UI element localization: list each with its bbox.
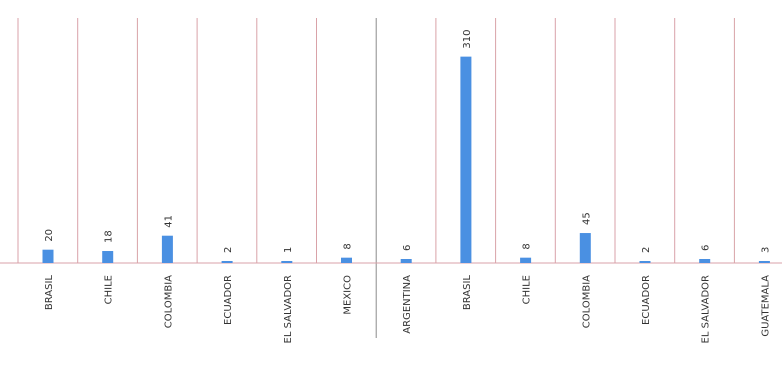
bar: [639, 261, 651, 263]
bar: [221, 261, 233, 263]
category-label: ECUADOR: [223, 275, 234, 325]
data-label: 1: [283, 247, 294, 253]
bar: [520, 257, 532, 263]
data-label: 8: [522, 243, 533, 249]
bar: [460, 56, 472, 263]
bar: [341, 257, 352, 263]
data-label: 8: [343, 243, 354, 249]
data-label: 3: [760, 247, 771, 253]
category-label: GUATEMALA: [760, 275, 771, 337]
category-label: MEXICO: [343, 275, 354, 315]
bar: [400, 259, 412, 263]
data-label: 2: [641, 247, 652, 253]
data-label: 18: [104, 230, 115, 243]
data-label: 20: [44, 229, 55, 242]
data-label: 310: [462, 30, 473, 49]
data-label: 6: [701, 245, 712, 251]
bar: [161, 235, 173, 263]
bar: [281, 261, 293, 263]
category-label: CHILE: [522, 275, 533, 304]
category-label: COLOMBIA: [581, 275, 592, 328]
bar: [102, 251, 114, 263]
data-label: 6: [402, 245, 413, 251]
category-label: BRASIL: [44, 275, 55, 311]
category-label: CHILE: [104, 275, 115, 304]
category-label: EL SALVADOR: [283, 275, 294, 344]
category-label: ARGENTINA: [402, 275, 413, 334]
category-label: BRASIL: [462, 275, 473, 311]
category-label: ECUADOR: [641, 275, 652, 325]
bar: [758, 261, 770, 263]
data-label: 41: [163, 215, 174, 228]
bar: [42, 249, 54, 263]
category-label: EL SALVADOR: [701, 275, 712, 344]
data-label: 2: [223, 247, 234, 253]
bar: [699, 259, 711, 263]
bar: [579, 233, 591, 263]
data-label: 45: [581, 212, 592, 225]
category-label: COLOMBIA: [163, 275, 174, 328]
